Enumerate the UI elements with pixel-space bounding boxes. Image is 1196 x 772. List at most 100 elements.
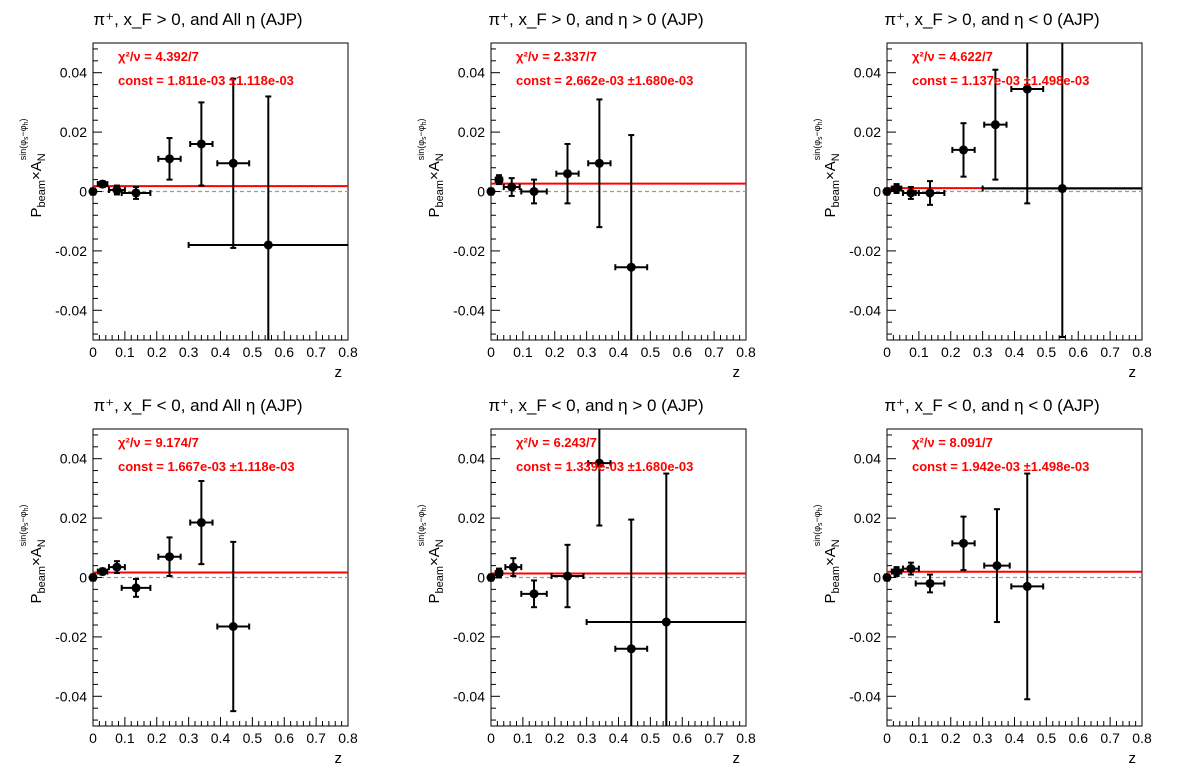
x-tick-label: 0.1 xyxy=(115,730,135,746)
y-tick-label: 0 xyxy=(873,570,881,586)
x-axis-label: z xyxy=(1129,750,1137,767)
y-axis-label-text: Pbeam×ANsin(φs−φh) xyxy=(416,118,446,217)
chart-panel-1: π⁺, x_F > 0, and All η (AJP) 0 0.1 0.2 0.3 0.… xyxy=(18,10,358,381)
data-marker xyxy=(1022,84,1032,94)
chart-panel-2: π⁺, x_F > 0, and η > 0 (AJP) 0 0.1 0.2 0.3 0.… xyxy=(416,10,756,381)
x-tick-label: 0.4 xyxy=(1005,730,1025,746)
y-axis-label-text: Pbeam×ANsin(φs−φh) xyxy=(18,504,48,603)
x-tick-label: 0.4 xyxy=(609,344,629,360)
data-marker xyxy=(882,187,892,196)
data-marker xyxy=(892,184,902,194)
y-tick-label: -0.02 xyxy=(849,629,881,645)
chart-title: π⁺, x_F < 0, and η > 0 (AJP) xyxy=(488,396,703,415)
data-point xyxy=(981,43,1142,339)
data-marker xyxy=(263,240,273,250)
fit-const-text: const = 2.662e-03 ±1.680e-03 xyxy=(516,73,693,88)
x-tick-label: 0.6 xyxy=(1069,344,1089,360)
data-point xyxy=(951,515,976,572)
x-tick-label: 0.5 xyxy=(1037,344,1057,360)
chart-title: π⁺, x_F > 0, and η > 0 (AJP) xyxy=(488,10,703,29)
data-point xyxy=(983,68,1008,181)
x-tick-label: 0.2 xyxy=(147,344,167,360)
y-axis-label: Pbeam×ANsin(φs−φh) xyxy=(812,118,842,217)
x-tick-label: 0 xyxy=(89,344,97,360)
data-point xyxy=(486,187,496,196)
chart-panel-5: π⁺, x_F < 0, and η > 0 (AJP) 0 0.1 0.2 0.3 0.… xyxy=(416,396,756,767)
y-tick-label: 0 xyxy=(477,570,485,586)
y-tick-label: -0.04 xyxy=(453,302,485,318)
y-tick-label: 0 xyxy=(79,570,87,586)
x-tick-label: 0.3 xyxy=(973,730,993,746)
data-point xyxy=(882,187,892,196)
data-marker xyxy=(892,567,902,577)
data-marker xyxy=(925,188,935,198)
x-tick-label: 0.1 xyxy=(909,344,929,360)
data-marker xyxy=(906,564,916,574)
data-marker xyxy=(486,573,496,582)
y-tick-label: 0.04 xyxy=(458,65,485,81)
y-tick-label: 0.04 xyxy=(60,451,87,467)
data-marker xyxy=(486,187,496,196)
data-marker xyxy=(906,188,916,198)
y-tick-label: 0.02 xyxy=(854,510,881,526)
data-point xyxy=(890,183,903,194)
x-tick-label: 0.1 xyxy=(513,730,533,746)
x-tick-label: 0.4 xyxy=(1005,344,1025,360)
x-tick-label: 0.5 xyxy=(641,344,661,360)
x-axis-label: z xyxy=(1129,364,1137,381)
x-tick-label: 0.3 xyxy=(179,730,199,746)
x-tick-label: 0.7 xyxy=(306,730,326,746)
chart-title: π⁺, x_F < 0, and All η (AJP) xyxy=(93,396,302,415)
x-tick-label: 0.8 xyxy=(736,344,756,360)
data-marker xyxy=(594,158,604,168)
data-marker xyxy=(529,589,539,599)
data-point xyxy=(502,177,521,197)
data-point xyxy=(914,180,946,206)
x-tick-label: 0.2 xyxy=(147,730,167,746)
fit-const-text: const = 1.811e-03 ±1.118e-03 xyxy=(118,73,294,88)
data-point xyxy=(983,508,1011,624)
data-point xyxy=(1010,472,1045,701)
chi2-stat-text: χ²/ν = 9.174/7 xyxy=(118,435,199,450)
y-tick-label: 0 xyxy=(873,184,881,200)
x-tick-label: 0.1 xyxy=(909,730,929,746)
y-axis-label-text: Pbeam×ANsin(φs−φh) xyxy=(812,504,842,603)
y-tick-label: -0.02 xyxy=(453,629,485,645)
y-tick-label: 0.02 xyxy=(60,124,87,140)
data-point xyxy=(88,573,98,582)
chi2-stat-text: χ²/ν = 2.337/7 xyxy=(516,49,597,64)
data-point xyxy=(494,567,504,579)
data-marker xyxy=(165,552,174,562)
y-tick-label: -0.02 xyxy=(849,243,881,259)
data-marker xyxy=(494,568,504,578)
data-point xyxy=(157,137,182,181)
data-point xyxy=(587,429,612,527)
y-tick-label: 0.02 xyxy=(458,510,485,526)
x-tick-label: 0.6 xyxy=(275,730,295,746)
x-axis-label: z xyxy=(733,750,741,767)
data-marker xyxy=(131,583,141,593)
y-axis-label: Pbeam×ANsin(φs−φh) xyxy=(18,504,48,603)
x-tick-label: 0.7 xyxy=(704,730,724,746)
data-point xyxy=(120,577,152,598)
data-marker xyxy=(626,262,636,272)
data-marker xyxy=(626,644,636,654)
data-point xyxy=(951,122,976,178)
y-tick-label: 0 xyxy=(477,184,485,200)
x-tick-label: 0 xyxy=(487,344,495,360)
y-tick-label: -0.04 xyxy=(849,688,881,704)
data-marker xyxy=(98,179,108,189)
y-tick-label: -0.04 xyxy=(55,688,87,704)
data-marker xyxy=(990,120,1000,130)
x-tick-label: 0.5 xyxy=(641,730,661,746)
data-marker xyxy=(563,571,572,581)
x-tick-label: 0.6 xyxy=(673,730,693,746)
data-marker xyxy=(112,185,122,195)
y-axis-label: Pbeam×ANsin(φs−φh) xyxy=(416,504,446,603)
chi2-stat-text: χ²/ν = 4.622/7 xyxy=(912,49,993,64)
y-tick-label: -0.04 xyxy=(55,302,87,318)
data-marker xyxy=(1057,184,1067,194)
data-point xyxy=(890,566,903,578)
